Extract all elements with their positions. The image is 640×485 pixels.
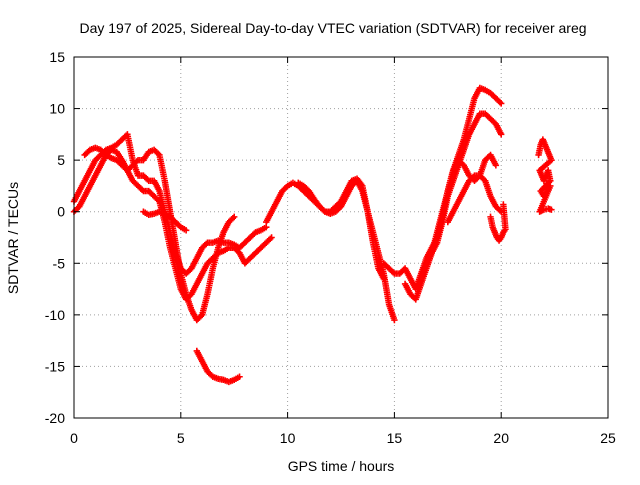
tick-labels: 0 5 10 15 20 25 -20 -15 -10 -5 0 5 10 15 [45,49,616,446]
y-tick-label: 15 [49,49,65,65]
x-axis-label: GPS time / hours [288,458,395,474]
data-point [500,201,507,208]
y-tick-label: 5 [57,152,65,168]
data-point [548,206,555,213]
series-trace-4 [140,208,190,234]
y-tick-label: -10 [45,307,65,323]
series-trace-3 [81,144,238,324]
data-point [236,373,243,380]
series-trace-13 [535,136,555,215]
series-trace-2 [70,146,275,303]
axis-ticks [73,56,609,419]
series-trace-1 [70,131,270,277]
x-tick-label: 25 [600,430,616,446]
data-point [498,131,505,138]
series-trace-12 [487,201,509,244]
x-tick-label: 5 [177,430,185,446]
y-axis-label: SDTVAR / TECUs [5,182,21,294]
y-tick-label: 10 [49,101,65,117]
x-tick-label: 10 [280,430,296,446]
data-point [492,162,500,169]
plot-frame [73,56,609,419]
data-point [231,213,238,221]
y-tick-label: -15 [45,358,65,374]
y-tick-label: -20 [45,410,65,426]
series-trace-7 [295,175,387,282]
data-point [498,100,505,107]
x-tick-label: 0 [70,430,78,446]
x-tick-label: 15 [387,430,403,446]
x-tick-label: 20 [493,430,509,446]
y-tick-label: 0 [57,204,65,220]
data-point [182,227,190,234]
chart-title: Day 197 of 2025, Sidereal Day-to-day VTE… [79,20,586,36]
data-point [391,316,398,324]
data-point [380,275,387,282]
y-tick-label: -5 [53,255,66,271]
data-point [268,234,275,241]
series-trace-5 [193,347,243,386]
data-points [70,84,555,386]
